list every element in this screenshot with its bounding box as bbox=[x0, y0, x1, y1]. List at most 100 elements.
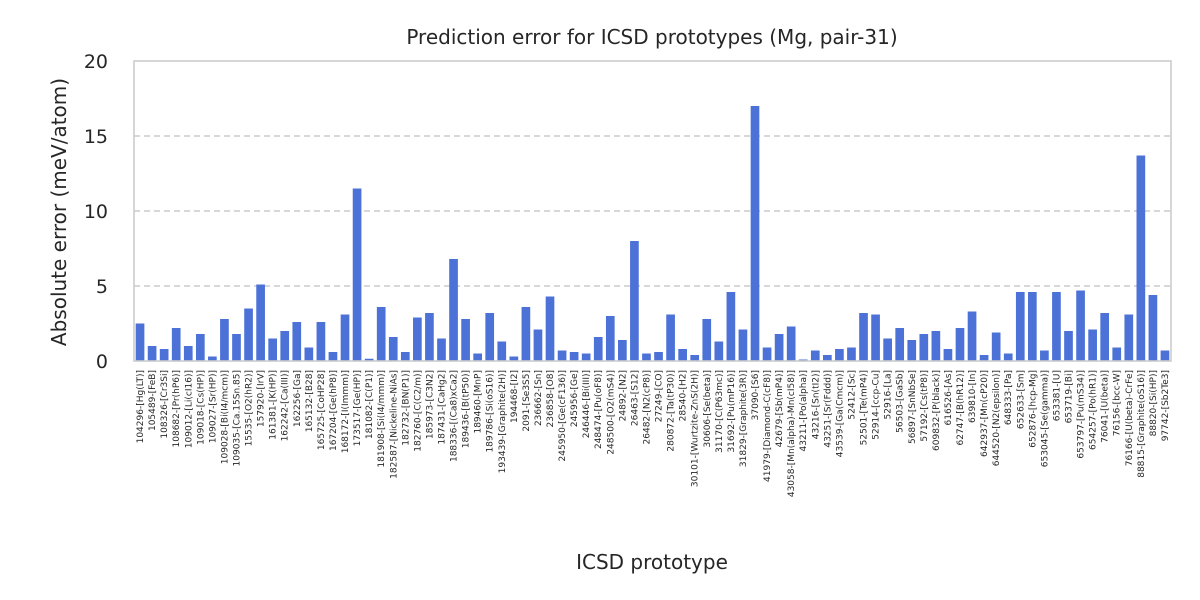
x-tick-label: 157920-[IrV] bbox=[257, 370, 267, 427]
x-tick-label: 76166-[U(beta)-CrFe] bbox=[1125, 370, 1135, 466]
x-tick-label: 182732-[BN(P1)] bbox=[401, 370, 411, 446]
bar bbox=[509, 356, 519, 361]
bar bbox=[461, 319, 470, 361]
bar bbox=[931, 331, 941, 361]
x-tick-label: 653381-[U] bbox=[1052, 370, 1062, 421]
bar bbox=[340, 314, 350, 361]
bar bbox=[943, 349, 953, 361]
x-tick-label: 187431-[CaHg2] bbox=[437, 370, 447, 445]
x-tick-label: 28540-[H2] bbox=[679, 370, 689, 421]
x-tick-label: 88815-[Graphite(oS16)] bbox=[1137, 370, 1147, 478]
bar bbox=[605, 316, 615, 361]
x-tick-label: 165132-[B28] bbox=[305, 370, 315, 432]
bar bbox=[147, 346, 157, 361]
bar bbox=[630, 241, 639, 361]
y-tick-label: 5 bbox=[96, 276, 108, 298]
bar bbox=[557, 350, 567, 361]
y-axis-label: Absolute error (meV/atom) bbox=[47, 78, 71, 346]
x-tick-label: 189460-[MnP] bbox=[474, 370, 484, 434]
x-tick-label: 654257-[Po(hR1)] bbox=[1089, 370, 1099, 450]
bar bbox=[618, 340, 627, 361]
bar bbox=[364, 358, 374, 361]
x-tick-label: 194468-[I2] bbox=[510, 370, 520, 423]
x-tick-label: 181082-[C(P1)] bbox=[365, 370, 375, 439]
bar bbox=[642, 353, 651, 361]
bar bbox=[473, 353, 482, 361]
bar bbox=[1160, 350, 1170, 361]
bar bbox=[690, 355, 700, 361]
bar bbox=[581, 353, 591, 361]
bar bbox=[1052, 292, 1061, 361]
x-tick-label: 109028-[Bi(I4/mcm)] bbox=[220, 370, 230, 464]
bar bbox=[883, 338, 892, 361]
bar bbox=[871, 314, 880, 361]
x-tick-label: 31170-[C(P63mc)] bbox=[715, 370, 725, 453]
bar bbox=[702, 319, 712, 361]
bar bbox=[159, 349, 169, 361]
bar bbox=[1112, 347, 1122, 361]
y-axis-ticks: 0 5 10 15 20 bbox=[84, 51, 108, 373]
bar bbox=[485, 313, 495, 361]
x-tick-label: 189786-[Si(oS16)] bbox=[486, 370, 496, 453]
bar bbox=[135, 323, 145, 361]
x-tick-label: 88820-[Si(HP)] bbox=[1149, 370, 1159, 436]
bar bbox=[425, 313, 434, 361]
bar bbox=[1027, 292, 1037, 361]
x-tick-label: 652876-[hcp-Mg] bbox=[1028, 370, 1038, 448]
bar bbox=[907, 340, 917, 361]
x-tick-label: 76041-[U(beta)] bbox=[1101, 370, 1111, 443]
bar bbox=[497, 341, 507, 361]
x-tick-label: 24892-[N2] bbox=[618, 370, 628, 421]
bar bbox=[786, 326, 796, 361]
x-tick-label: 189436-[B(tP50)] bbox=[462, 370, 472, 448]
x-tick-label: 245950-[Ge(cF136)] bbox=[558, 370, 568, 461]
y-tick-label: 15 bbox=[84, 126, 108, 148]
bar bbox=[967, 311, 977, 361]
bar bbox=[208, 356, 217, 361]
x-tick-label: 182760-[C(C2/m)] bbox=[413, 370, 423, 452]
x-tick-label: 644520-[N2(epsilon)] bbox=[992, 370, 1002, 466]
bar bbox=[859, 313, 868, 361]
bar bbox=[1015, 292, 1025, 361]
x-tick-label: 43539-[Ga(Cmcm)] bbox=[835, 370, 845, 457]
bar bbox=[654, 352, 663, 361]
bar bbox=[919, 334, 929, 361]
bar bbox=[835, 349, 844, 361]
x-tick-label: 105489-[FeB] bbox=[148, 370, 158, 431]
x-tick-label: 109018-[Cs(HP)] bbox=[196, 370, 206, 445]
bar bbox=[244, 308, 253, 361]
bar bbox=[1076, 290, 1085, 361]
x-tick-label: 188336-[(Ca8)xCa2] bbox=[450, 370, 460, 462]
bar bbox=[666, 314, 675, 361]
x-tick-label: 37090-[S6] bbox=[751, 370, 761, 420]
x-axis-ticks: 104296-[Hg(LT)] 105489-[FeB] 108326-[Cr3Si… bbox=[136, 370, 1171, 497]
x-tick-label: 246446-[Bi(III)] bbox=[582, 370, 592, 438]
bar bbox=[569, 352, 579, 361]
x-tick-label: 167204-[Ge(hP8)] bbox=[329, 370, 339, 451]
bar bbox=[1136, 155, 1146, 361]
x-tick-label: 31692-[Pu(mP16)] bbox=[727, 370, 737, 453]
x-tick-label: 43251-[Sr(Fddd)] bbox=[823, 370, 833, 448]
bar bbox=[774, 334, 784, 361]
bar bbox=[726, 292, 736, 361]
x-tick-label: 41979-[Diamond-C(cF8)] bbox=[763, 370, 773, 482]
bar bbox=[955, 328, 965, 361]
bar bbox=[449, 259, 458, 361]
x-tick-label: 648333-[Pa] bbox=[1004, 370, 1014, 425]
bar bbox=[1100, 313, 1110, 361]
x-tick-label: 104296-[Hg(LT)] bbox=[136, 370, 146, 443]
bar bbox=[256, 284, 265, 361]
x-tick-label: 108682-[Pr(hP6)] bbox=[172, 370, 182, 447]
x-tick-label: 173517-[Ge(HP)] bbox=[353, 370, 363, 446]
bar bbox=[533, 329, 543, 361]
x-tick-label: 653719-[Bi] bbox=[1065, 370, 1075, 423]
x-tick-label: 245956-[Ge] bbox=[570, 370, 580, 427]
y-tick-label: 20 bbox=[84, 51, 108, 73]
bar bbox=[738, 329, 748, 361]
x-tick-label: 616526-[As] bbox=[944, 370, 954, 425]
x-tick-label: 15535-[O2(hR2)] bbox=[245, 370, 255, 446]
bar bbox=[352, 188, 362, 361]
bar bbox=[292, 322, 302, 361]
x-tick-label: 652633-[Sm] bbox=[1016, 370, 1026, 429]
